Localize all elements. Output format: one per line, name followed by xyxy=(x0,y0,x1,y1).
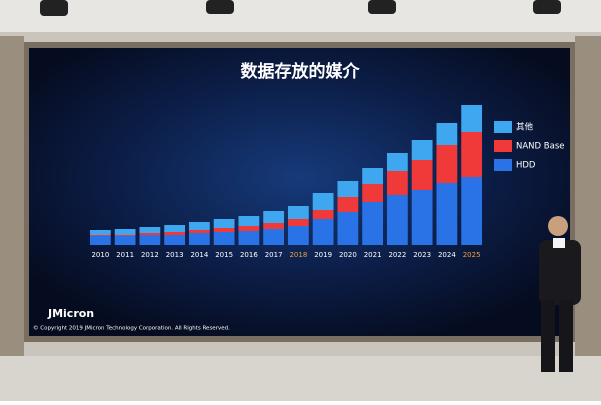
bar-segment xyxy=(287,226,309,245)
bar-segment xyxy=(213,232,235,245)
bar-segment xyxy=(287,206,309,219)
x-tick-label: 2023 xyxy=(413,251,431,259)
x-tick-label: 2014 xyxy=(190,251,208,259)
x-tick-label: 2013 xyxy=(166,251,184,259)
bar-segment xyxy=(89,230,111,235)
bar-segment xyxy=(188,233,210,245)
bar-segment xyxy=(386,171,408,195)
bar-segment xyxy=(312,219,334,245)
bar-segment xyxy=(312,193,334,210)
legend-label: 其他 xyxy=(516,122,534,133)
presenter-head xyxy=(548,216,568,236)
x-tick-label: 2011 xyxy=(116,251,134,259)
legend-label: NAND Base xyxy=(516,142,564,152)
bar-segment xyxy=(213,219,235,228)
logo: JMicron xyxy=(47,307,94,320)
x-tick-label: 2016 xyxy=(240,251,258,259)
ceiling-light xyxy=(40,0,68,16)
bar-segment xyxy=(188,230,210,233)
bar-segment xyxy=(436,183,458,245)
bar-segment xyxy=(436,123,458,145)
bar-segment xyxy=(238,231,260,245)
bar-segment xyxy=(263,229,285,245)
bar-segment xyxy=(386,195,408,245)
bar-segment xyxy=(362,184,384,202)
bar-segment xyxy=(312,210,334,219)
x-tick-label: 2017 xyxy=(265,251,283,259)
bar-segment xyxy=(114,235,136,236)
bar-segment xyxy=(238,226,260,231)
bar-segment xyxy=(337,212,359,245)
ceiling xyxy=(0,0,601,32)
presenter-leg xyxy=(559,300,573,372)
bar-segment xyxy=(386,153,408,171)
presenter-mic xyxy=(553,238,565,248)
ceiling-light xyxy=(206,0,234,14)
bar-segment xyxy=(411,140,433,160)
bar-segment xyxy=(188,222,210,230)
x-tick-label: 2018 xyxy=(289,251,307,259)
bar-segment xyxy=(263,211,285,223)
bar-segment xyxy=(461,105,483,132)
bar-segment xyxy=(89,236,111,245)
wall-panel xyxy=(575,36,601,356)
bar-segment xyxy=(362,168,384,184)
bar-segment xyxy=(461,177,483,245)
bar-segment xyxy=(139,227,161,233)
x-tick-label: 2021 xyxy=(364,251,382,259)
bar-segment xyxy=(164,225,186,232)
legend-swatch xyxy=(494,121,512,133)
bar-segment xyxy=(164,235,186,245)
bar-segment xyxy=(337,181,359,197)
bar-segment xyxy=(337,197,359,212)
x-tick-label: 2020 xyxy=(339,251,357,259)
bar-segment xyxy=(114,229,136,235)
chart-title: 数据存放的媒介 xyxy=(241,61,361,82)
bar-segment xyxy=(411,190,433,245)
bar-segment xyxy=(436,145,458,183)
x-tick-label: 2010 xyxy=(91,251,109,259)
bar-segment xyxy=(114,236,136,245)
ceiling-light xyxy=(368,0,396,14)
bar-segment xyxy=(411,160,433,190)
bar-segment xyxy=(139,235,161,245)
x-tick-label: 2015 xyxy=(215,251,233,259)
x-tick-label: 2024 xyxy=(438,251,456,259)
bar-segment xyxy=(89,235,111,236)
x-tick-label: 2025 xyxy=(463,251,481,259)
bar-segment xyxy=(139,233,161,235)
bar-segment xyxy=(213,228,235,232)
legend-swatch xyxy=(494,159,512,171)
ceiling-light xyxy=(533,0,561,14)
x-tick-label: 2019 xyxy=(314,251,332,259)
bar-segment xyxy=(461,132,483,177)
presenter-body xyxy=(539,240,581,305)
footer: © Copyright 2019 JMicron Technology Corp… xyxy=(33,325,230,332)
x-tick-label: 2022 xyxy=(388,251,406,259)
legend-label: HDD xyxy=(516,161,536,171)
wall-panel xyxy=(0,36,24,356)
bar-segment xyxy=(238,216,260,226)
presenter-leg xyxy=(541,300,555,372)
bar-segment xyxy=(287,219,309,226)
stage xyxy=(0,356,601,401)
screen xyxy=(29,48,570,336)
bar-segment xyxy=(362,202,384,245)
x-tick-label: 2012 xyxy=(141,251,159,259)
legend-swatch xyxy=(494,140,512,152)
bar-segment xyxy=(263,223,285,229)
bar-segment xyxy=(164,232,186,235)
presenter xyxy=(539,216,581,372)
